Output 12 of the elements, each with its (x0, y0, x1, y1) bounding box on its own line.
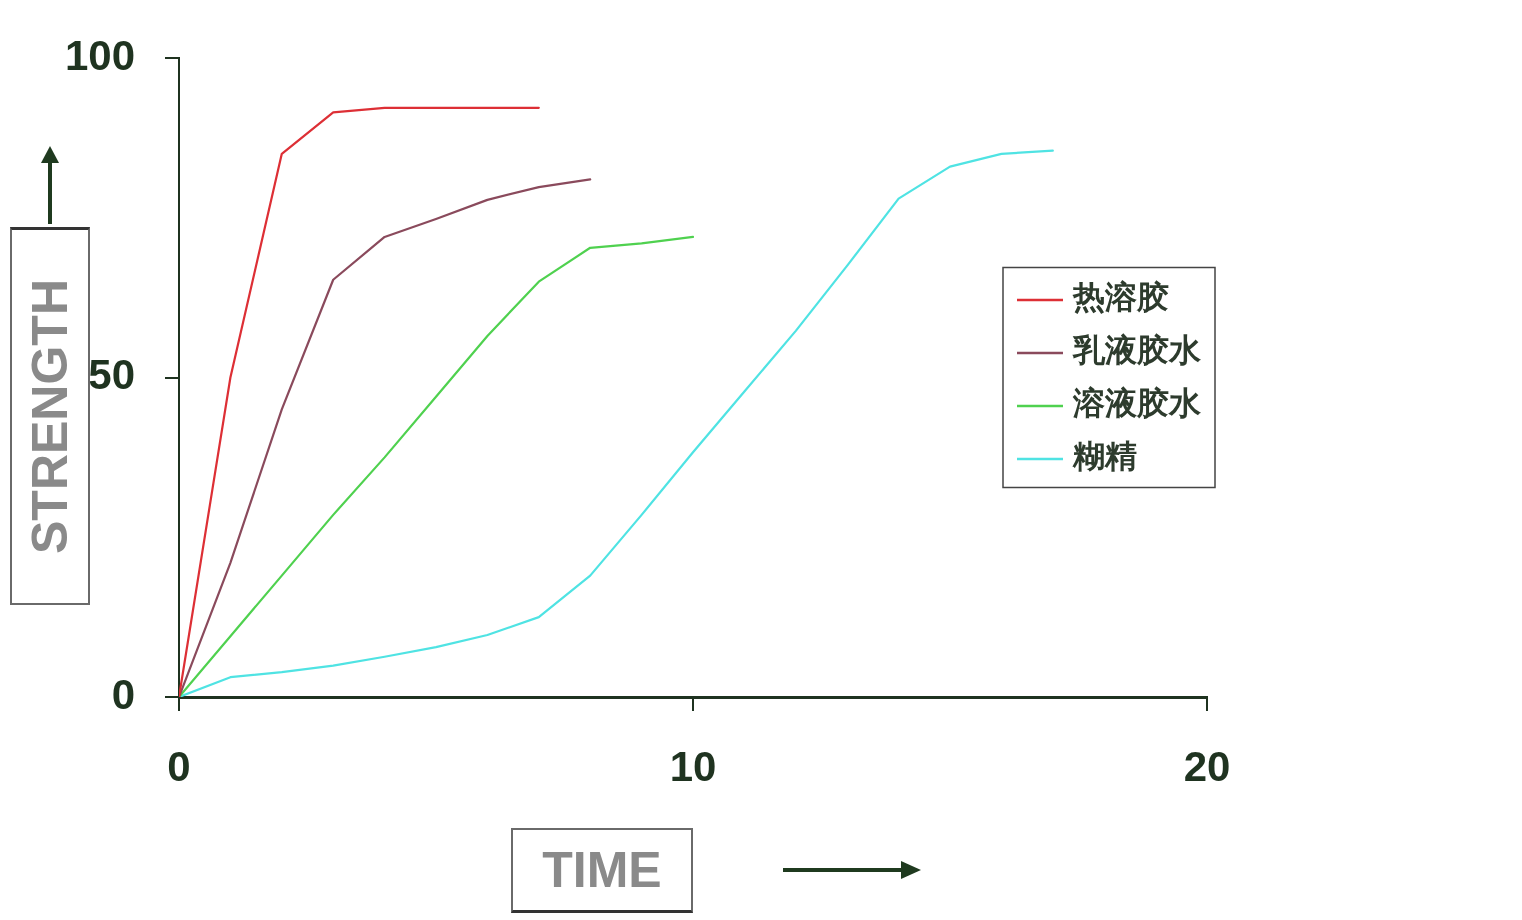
x-tick-label: 20 (1183, 742, 1231, 790)
y-tick-label: 0 (111, 670, 135, 718)
y-tick-label: 100 (64, 31, 135, 79)
y-tick-label: 50 (88, 351, 135, 399)
legend-label: 乳液胶水 (1072, 331, 1202, 370)
x-tick-label: 0 (167, 742, 191, 790)
legend-label: 热溶胶 (1072, 278, 1169, 317)
y-axis-title: STRENGTH (21, 279, 79, 554)
legend-label: 糊精 (1072, 437, 1137, 476)
legend-label: 溶液胶水 (1072, 384, 1202, 423)
x-tick-label: 10 (669, 742, 717, 790)
x-axis-title: TIME (542, 841, 662, 899)
